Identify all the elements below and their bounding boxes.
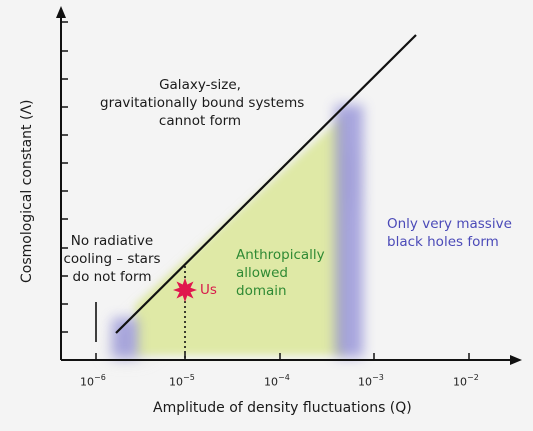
boundary-line <box>115 34 417 334</box>
x-tick-label: 10−3 <box>358 373 384 389</box>
black-hole-edge-band <box>335 105 363 357</box>
x-tick-label: 10−5 <box>169 373 195 389</box>
y-axis-arrow <box>56 6 66 18</box>
region-label-no-galaxies: Galaxy-size, gravitationally bound syste… <box>100 77 305 129</box>
x-axis-title: Amplitude of density fluctuations (Q) <box>153 400 412 416</box>
region-label-allowed: Anthropically allowed domain <box>236 247 325 299</box>
region-label-no-cooling: No radiative cooling – stars do not form <box>63 233 161 285</box>
y-axis-ticks <box>61 21 68 333</box>
region-label-black-holes: Only very massive black holes form <box>387 216 512 250</box>
y-axis-title: Cosmological constant (Λ) <box>19 99 35 284</box>
x-tick-label: 10−6 <box>80 373 106 389</box>
us-marker-icon <box>173 278 197 302</box>
x-tick-label: 10−4 <box>264 373 290 389</box>
x-axis-arrow <box>510 355 522 365</box>
x-tick-label: 10−2 <box>453 373 479 389</box>
allowed-region-fill <box>135 115 345 355</box>
x-axis-ticks <box>95 353 470 360</box>
us-label: Us <box>200 282 217 298</box>
